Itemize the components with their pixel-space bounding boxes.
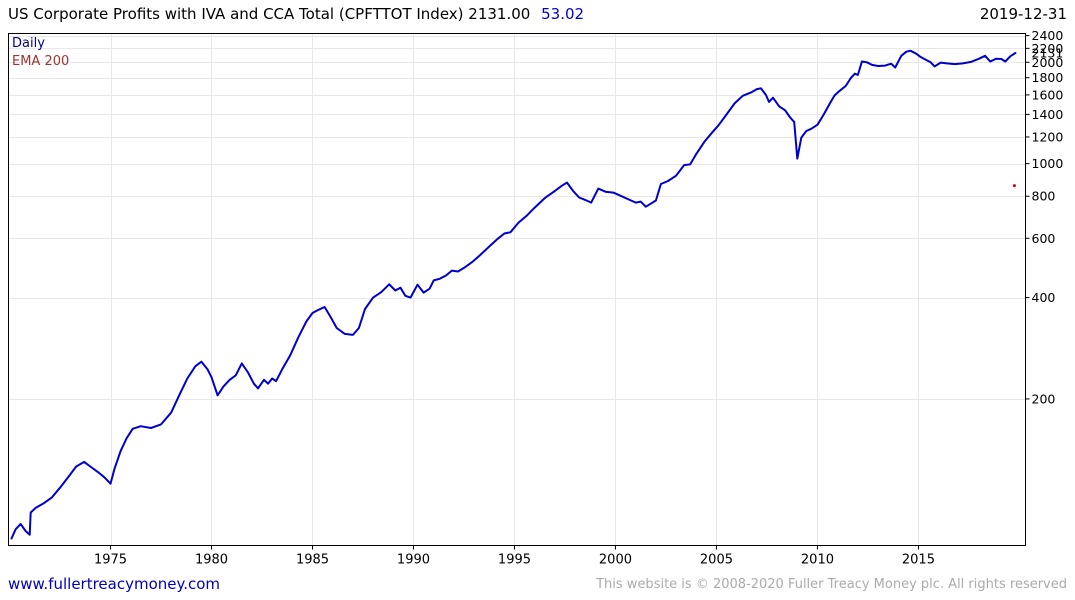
svg-text:1800: 1800 bbox=[1032, 70, 1064, 85]
svg-text:1600: 1600 bbox=[1032, 87, 1064, 102]
svg-text:2000: 2000 bbox=[599, 553, 632, 568]
chart-title: US Corporate Profits with IVA and CCA To… bbox=[8, 5, 1068, 23]
legend-item-daily: Daily bbox=[12, 36, 45, 51]
copyright-text: This website is © 2008-2020 Fuller Treac… bbox=[596, 577, 1067, 592]
last-date-label: 2019-12-31 bbox=[979, 5, 1067, 23]
last-price-label: 2131 bbox=[1032, 45, 1064, 60]
svg-text:2000: 2000 bbox=[1032, 55, 1064, 70]
svg-text:2010: 2010 bbox=[801, 553, 834, 568]
svg-text:1400: 1400 bbox=[1032, 107, 1064, 122]
svg-text:1980: 1980 bbox=[195, 553, 228, 568]
title-change-value: 53.02 bbox=[541, 5, 585, 23]
x-axis-labels: 1975 1980 1985 1990 1995 2000 2005 2010 2015 bbox=[94, 545, 935, 568]
plot-frame bbox=[8, 33, 1026, 546]
svg-text:2005: 2005 bbox=[700, 553, 733, 568]
svg-text:2200: 2200 bbox=[1032, 41, 1064, 56]
svg-text:800: 800 bbox=[1032, 189, 1056, 204]
svg-text:1200: 1200 bbox=[1032, 129, 1064, 144]
svg-text:1000: 1000 bbox=[1032, 156, 1064, 171]
svg-text:1995: 1995 bbox=[498, 553, 531, 568]
svg-text:1975: 1975 bbox=[94, 553, 127, 568]
svg-text:1990: 1990 bbox=[397, 553, 430, 568]
site-link[interactable]: www.fullertreacymoney.com bbox=[8, 575, 221, 593]
title-text: US Corporate Profits with IVA and CCA To… bbox=[8, 5, 531, 23]
svg-text:200: 200 bbox=[1032, 391, 1056, 406]
price-line-daily bbox=[10, 49, 1017, 540]
legend-item-ema-200: EMA 200 bbox=[12, 54, 70, 69]
gridlines bbox=[8, 33, 1026, 546]
red-dot bbox=[1012, 184, 1016, 188]
svg-text:2400: 2400 bbox=[1032, 28, 1064, 43]
svg-text:2015: 2015 bbox=[902, 553, 935, 568]
svg-text:400: 400 bbox=[1032, 290, 1056, 305]
svg-text:600: 600 bbox=[1032, 231, 1056, 246]
svg-text:1985: 1985 bbox=[296, 553, 329, 568]
